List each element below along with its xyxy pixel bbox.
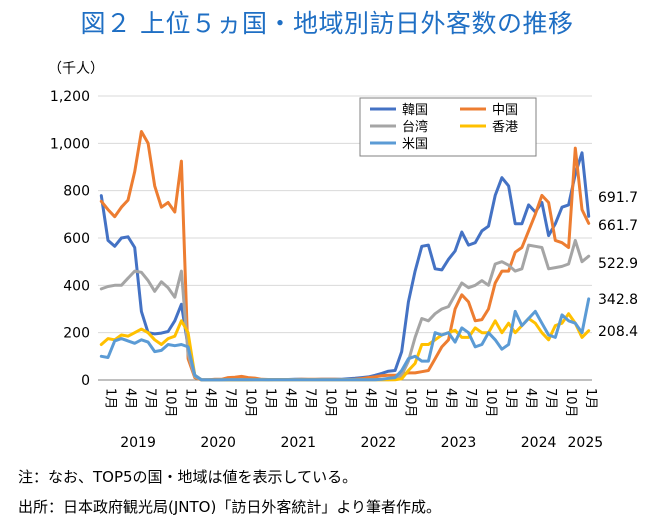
y-axis: 0 200 400 600 800 1,000 1,200 （千人） <box>48 61 104 389</box>
legend-label: 台湾 <box>402 119 428 135</box>
x-tick-label: 1月 <box>102 388 117 409</box>
end-value-labels: 691.7 661.7 522.9 342.8 208.4 <box>598 190 638 340</box>
x-tick-label: 7月 <box>383 388 398 409</box>
x-tick-label: 7月 <box>543 388 558 409</box>
x-tick-label: 7月 <box>223 388 238 409</box>
year-label: 2019 <box>120 435 156 451</box>
source-note: 出所：日本政府観光局(JNTO)「訪日外客統計」より筆者作成。 <box>18 498 442 516</box>
year-label: 2020 <box>200 435 236 451</box>
x-tick-label: 1月 <box>583 388 598 409</box>
x-axis: 1月 4月 7月 10月 1月 4月 7月 10月 1月 4月 7月 10月 1月 4月 7月 10月 1月 4月… <box>102 388 603 451</box>
x-tick-label: 10月 <box>323 388 338 418</box>
year-label: 2024 <box>521 435 557 451</box>
year-label: 2025 <box>568 435 604 451</box>
x-tick-label: 4月 <box>202 388 217 409</box>
x-tick-label: 4月 <box>122 388 137 409</box>
x-tick-label: 4月 <box>363 388 378 409</box>
legend-label: 米国 <box>402 137 428 152</box>
y-tick-label: 800 <box>63 184 90 200</box>
x-tick-label: 4月 <box>283 388 298 409</box>
x-tick-label: 10月 <box>563 388 578 418</box>
legend-label: 中国 <box>492 103 518 118</box>
footnote: 注：なお、TOP5の国・地域は値を表示している。 <box>18 468 358 486</box>
y-tick-label: 0 <box>81 373 90 389</box>
y-tick-label: 1,200 <box>50 89 90 105</box>
year-label: 2023 <box>441 435 477 451</box>
x-tick-label: 10月 <box>483 388 498 418</box>
x-tick-label: 7月 <box>303 388 318 409</box>
x-tick-label: 4月 <box>523 388 538 409</box>
chart-title: 図２ 上位５ヵ国・地域別訪日外客数の推移 <box>80 9 574 38</box>
y-tick-label: 400 <box>63 278 90 294</box>
end-value-label: 691.7 <box>598 190 638 206</box>
x-tick-label: 4月 <box>443 388 458 409</box>
year-label: 2022 <box>361 435 397 451</box>
y-tick-label: 200 <box>63 326 90 342</box>
x-tick-label: 1月 <box>343 388 358 409</box>
end-value-label: 342.8 <box>598 292 638 308</box>
end-value-label: 208.4 <box>598 324 638 340</box>
x-tick-label: 1月 <box>263 388 278 409</box>
series-line-中国 <box>99 130 591 382</box>
series-lines <box>99 130 591 382</box>
legend-label: 韓国 <box>402 103 428 118</box>
x-tick-label: 1月 <box>503 388 518 409</box>
x-tick-label: 7月 <box>142 388 157 409</box>
x-tick-label: 1月 <box>423 388 438 409</box>
legend-label: 香港 <box>492 120 518 135</box>
y-tick-label: 600 <box>63 231 90 247</box>
end-value-label: 661.7 <box>598 218 638 234</box>
y-axis-label: （千人） <box>48 61 104 77</box>
year-label: 2021 <box>280 435 316 451</box>
x-tick-label: 7月 <box>463 388 478 409</box>
x-tick-label: 10月 <box>403 388 418 418</box>
x-tick-label: 10月 <box>162 388 177 418</box>
end-value-label: 522.9 <box>598 256 638 272</box>
x-tick-label: 1月 <box>182 388 197 409</box>
x-tick-label: 10月 <box>243 388 258 418</box>
y-tick-label: 1,000 <box>50 136 90 152</box>
series-line-米国 <box>99 297 591 382</box>
